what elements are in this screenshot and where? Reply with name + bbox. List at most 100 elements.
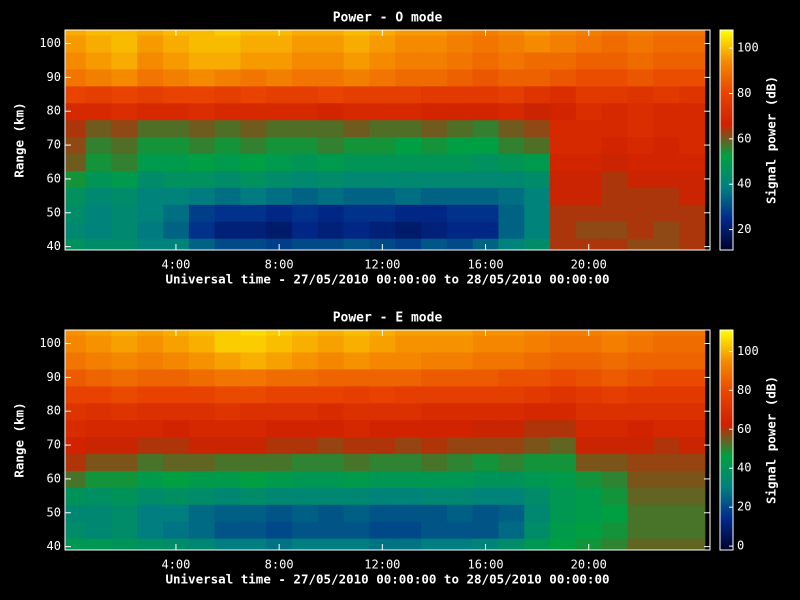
heatmap-cell [163, 470, 190, 488]
heatmap-cell [498, 52, 525, 70]
heatmap-cell [446, 436, 474, 455]
heatmap-cell [65, 335, 87, 353]
heatmap-cell [266, 68, 293, 87]
heatmap-cell [65, 238, 87, 250]
heatmap-cell [498, 335, 525, 353]
heatmap-cell [317, 538, 345, 550]
heatmap-cell [188, 119, 216, 138]
heatmap-cell [524, 352, 551, 370]
heatmap-cell [188, 436, 216, 455]
heatmap-cell [446, 136, 474, 155]
heatmap-cell [498, 453, 525, 471]
heatmap-cell [575, 487, 603, 505]
heatmap-cell [292, 402, 319, 421]
heatmap-cell [679, 504, 706, 522]
heatmap-cell [679, 436, 706, 455]
heatmap-cell [369, 385, 396, 404]
heatmap-cell [317, 68, 345, 87]
heatmap-cell [472, 335, 499, 353]
heatmap-cell [524, 136, 551, 155]
y-tick-label: 60 [47, 471, 61, 485]
heatmap-cell [446, 30, 474, 36]
y-tick-label: 40 [47, 539, 61, 553]
heatmap-cell [163, 204, 190, 222]
heatmap-cell [111, 204, 138, 222]
heatmap-cell [369, 221, 396, 239]
y-tick-label: 50 [47, 205, 61, 219]
heatmap-cell [627, 221, 654, 239]
heatmap-cell [317, 487, 345, 505]
heatmap-cell [214, 385, 241, 404]
heatmap-cell [317, 385, 345, 404]
heatmap-cell [317, 504, 345, 522]
heatmap-cell [601, 470, 628, 488]
heatmap-cell [292, 187, 319, 205]
heatmap-cell [240, 68, 267, 87]
heatmap-cell [240, 153, 267, 171]
heatmap-cell [550, 436, 577, 455]
heatmap-cell [601, 221, 628, 239]
heatmap-cell [214, 470, 241, 488]
heatmap-cell [446, 402, 474, 421]
heatmap-cell [137, 470, 164, 488]
heatmap-cell [498, 538, 525, 550]
heatmap-cell [137, 153, 164, 171]
heatmap-cell [524, 153, 551, 171]
heatmap-cell [627, 436, 654, 455]
y-tick-label: 60 [47, 171, 61, 185]
heatmap-cell [550, 521, 577, 539]
heatmap-cell [292, 330, 319, 336]
heatmap-cell [163, 119, 190, 138]
heatmap-cell [292, 385, 319, 404]
heatmap-cell [163, 335, 190, 353]
heatmap-cell [214, 35, 241, 53]
heatmap-cell [240, 187, 267, 205]
heatmap-cell [421, 35, 448, 53]
heatmap-cell [65, 187, 87, 205]
heatmap-cell [524, 30, 551, 36]
heatmap-cell [111, 85, 138, 104]
heatmap-cell [498, 119, 525, 138]
heatmap-cell [343, 330, 370, 336]
heatmap-cell [446, 170, 474, 188]
heatmap-cell [317, 119, 345, 138]
heatmap-cell [214, 136, 241, 155]
heatmap-cell [188, 30, 216, 36]
heatmap-cell [343, 335, 370, 353]
heatmap-cell [240, 30, 267, 36]
heatmap-cell [524, 504, 551, 522]
heatmap-cell [421, 538, 448, 550]
heatmap-cell [266, 85, 293, 104]
heatmap-cell [137, 521, 164, 539]
heatmap-cell [111, 335, 138, 353]
heatmap-cell [137, 385, 164, 404]
heatmap-cell [472, 385, 499, 404]
heatmap-cell [421, 487, 448, 505]
heatmap-cell [317, 35, 345, 53]
heatmap-cell [369, 187, 396, 205]
heatmap-cell [317, 170, 345, 188]
heatmap-cell [214, 335, 241, 353]
heatmap-cell [292, 521, 319, 539]
heatmap-cell [85, 35, 112, 53]
heatmap-cell [137, 102, 164, 121]
heatmap-cell [137, 419, 164, 438]
heatmap-cell [446, 521, 474, 539]
heatmap-cell [111, 119, 138, 138]
heatmap-cell [137, 170, 164, 188]
heatmap-cell [292, 487, 319, 505]
heatmap-cell [601, 368, 628, 387]
colorbar-tick-label: 40 [737, 177, 751, 191]
heatmap-cell [446, 52, 474, 70]
heatmap-cell [111, 102, 138, 121]
heatmap-cell [679, 470, 706, 488]
heatmap-cell [85, 153, 112, 171]
heatmap-cell [679, 170, 706, 188]
heatmap-cell [317, 187, 345, 205]
heatmap-cell [550, 136, 577, 155]
heatmap-cell [85, 436, 112, 455]
heatmap-cell [137, 238, 164, 250]
heatmap-cell [601, 68, 628, 87]
heatmap-cell [240, 170, 267, 188]
